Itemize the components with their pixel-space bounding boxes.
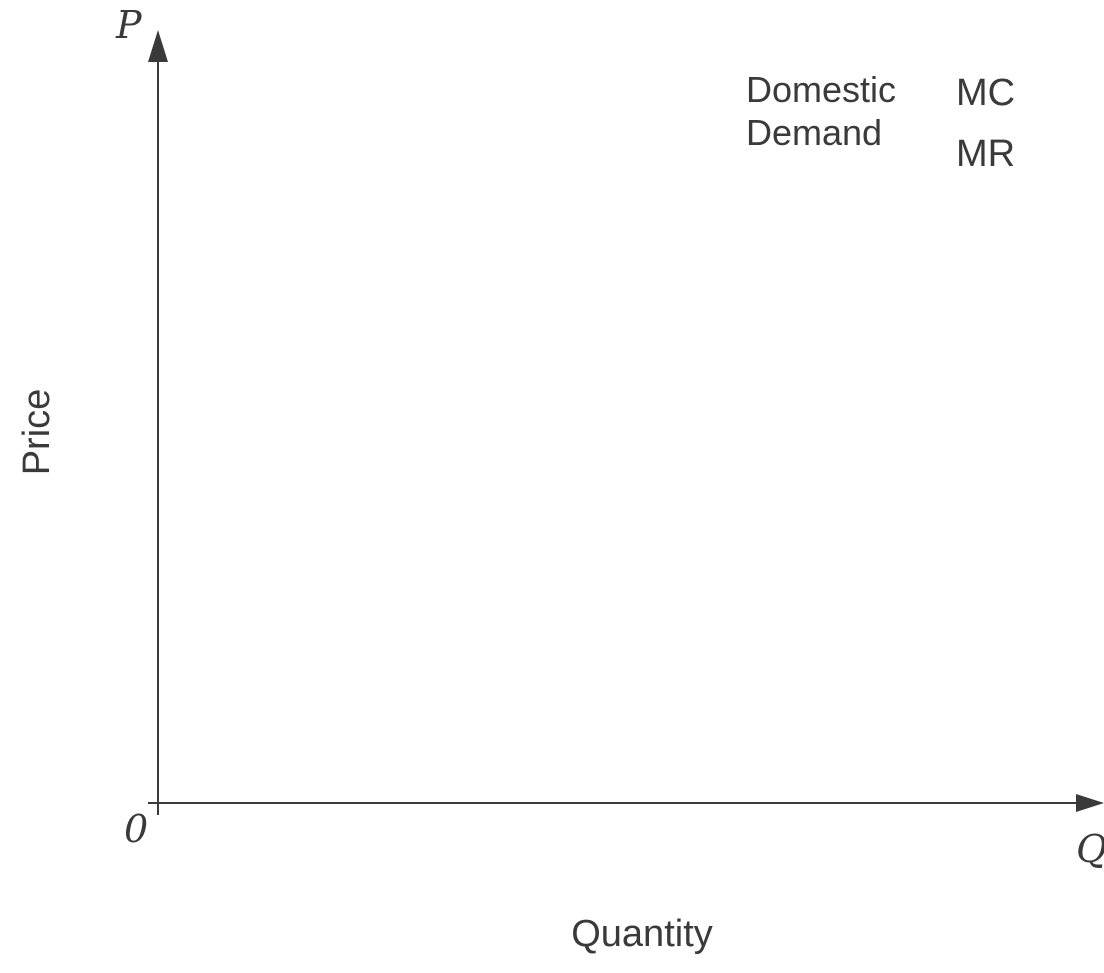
domestic-demand-label-line2: Demand [746,112,882,153]
x-axis-title: Quantity [571,913,713,955]
x-axis-symbol: Q [1076,827,1104,871]
y-axis-title: Price [16,389,58,476]
origin-label: 0 [124,807,148,851]
x-axis-arrow [1076,794,1104,812]
y-axis-arrow [148,30,168,62]
y-axis-symbol: P [115,3,143,47]
domestic-demand-label-line1: Domestic [746,69,896,110]
mc-label: MC [956,72,1015,114]
mr-label: MR [956,133,1015,175]
